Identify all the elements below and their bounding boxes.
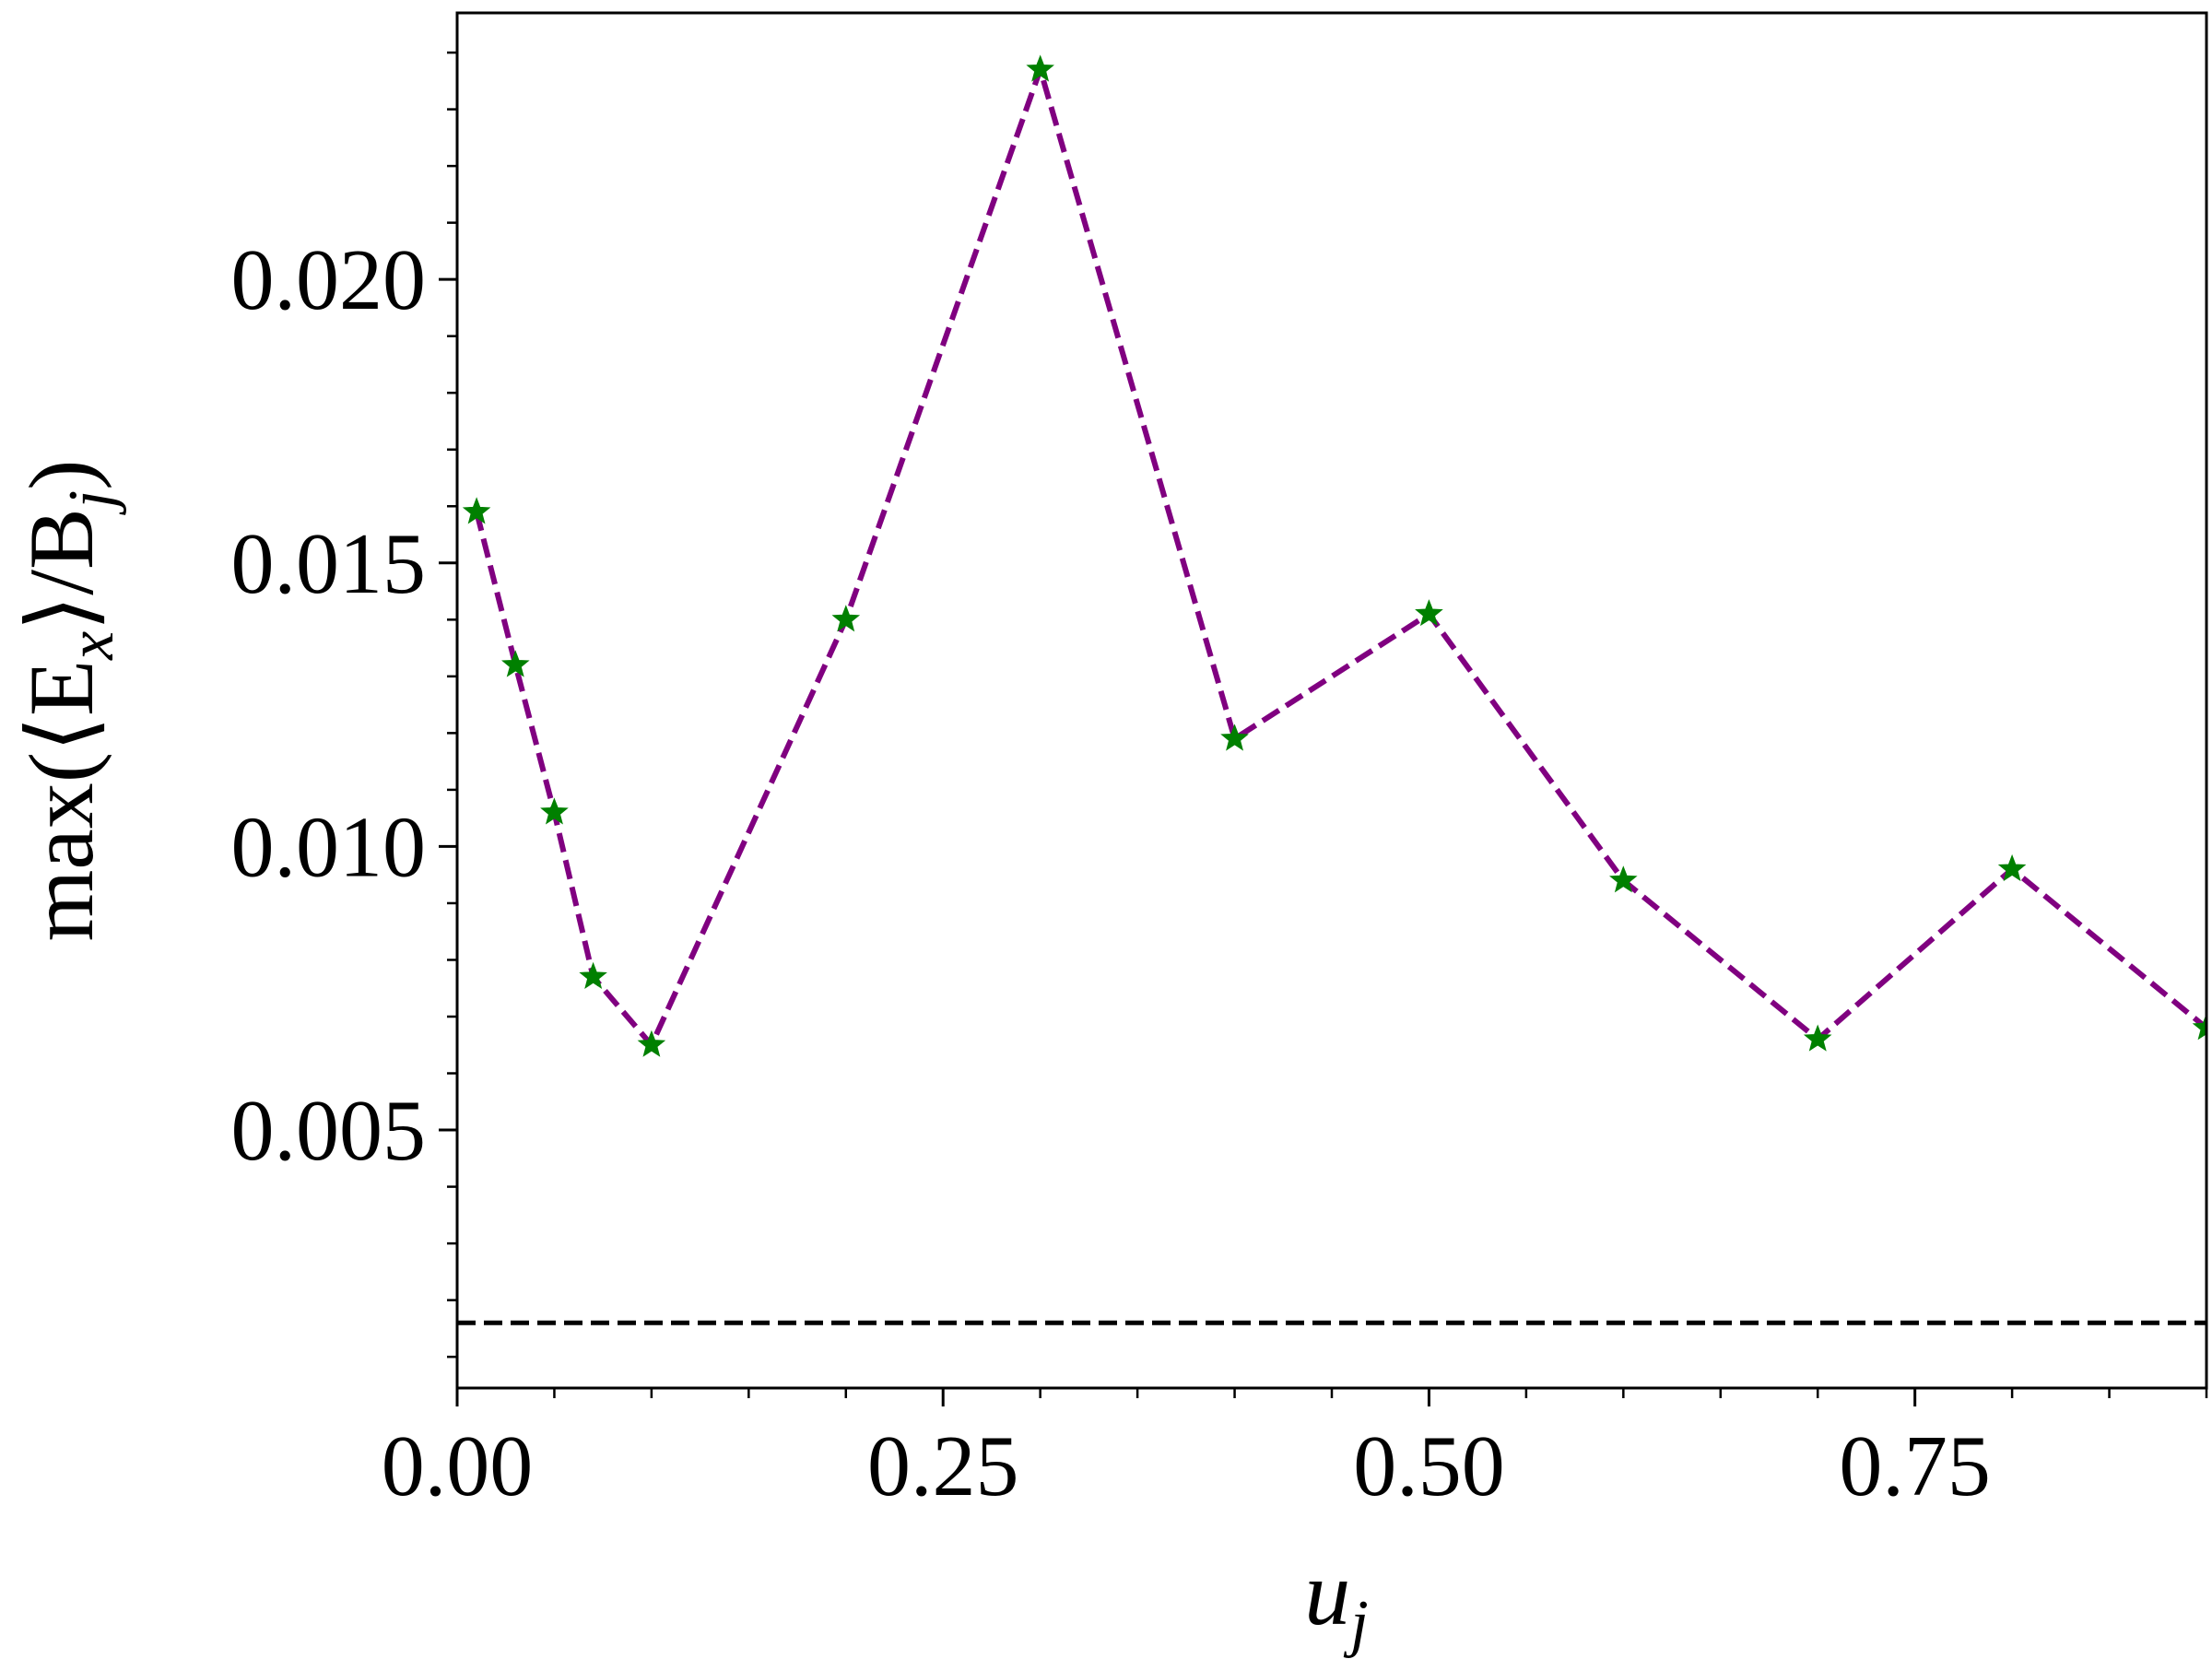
y-axis-title-sub1: x [56, 631, 127, 661]
tick-labels: 0.00 0.25 0.50 0.75 0.005 0.010 0.015 0.020 [231, 232, 1991, 1514]
data-point-star [2192, 1013, 2206, 1041]
data-point-star [462, 497, 491, 524]
data-point-star [540, 797, 569, 825]
x-tick-label: 0.00 [382, 1418, 534, 1514]
data-point-star [579, 961, 607, 990]
x-tick-label: 0.50 [1353, 1418, 1505, 1514]
y-tick-label: 0.010 [231, 799, 427, 895]
minor-ticks [447, 51, 2208, 1398]
data-point-star [831, 605, 861, 632]
data-point-star [1997, 853, 2027, 882]
y-tick-label: 0.020 [231, 232, 427, 328]
y-axis-title: max(⟨Ex⟩/Bj) [10, 460, 127, 942]
y-tick-label: 0.005 [231, 1083, 427, 1179]
x-axis-title-main: u [1304, 1542, 1350, 1644]
y-axis-title-part2: ⟩/B [10, 508, 112, 631]
x-tick-label: 0.75 [1839, 1418, 1991, 1514]
plot-frame [455, 11, 2208, 1390]
data-point-star [637, 1030, 666, 1057]
data-point-star [501, 650, 530, 677]
y-axis-title-part1: max(⟨E [10, 660, 112, 942]
x-axis-title: uj [1304, 1542, 1368, 1659]
x-tick-label: 0.25 [867, 1418, 1019, 1514]
y-tick-label: 0.015 [231, 516, 427, 612]
major-ticks [439, 277, 1917, 1406]
plot-area [457, 13, 2206, 1388]
data-point-star [1026, 54, 1054, 82]
data-point-star [1803, 1024, 1832, 1052]
y-axis-title-part3: ) [10, 460, 112, 490]
series-layer [457, 54, 2206, 1325]
data-point-star [1220, 724, 1249, 751]
data-point-star [1609, 865, 1638, 893]
data-point-star [1415, 599, 1443, 627]
